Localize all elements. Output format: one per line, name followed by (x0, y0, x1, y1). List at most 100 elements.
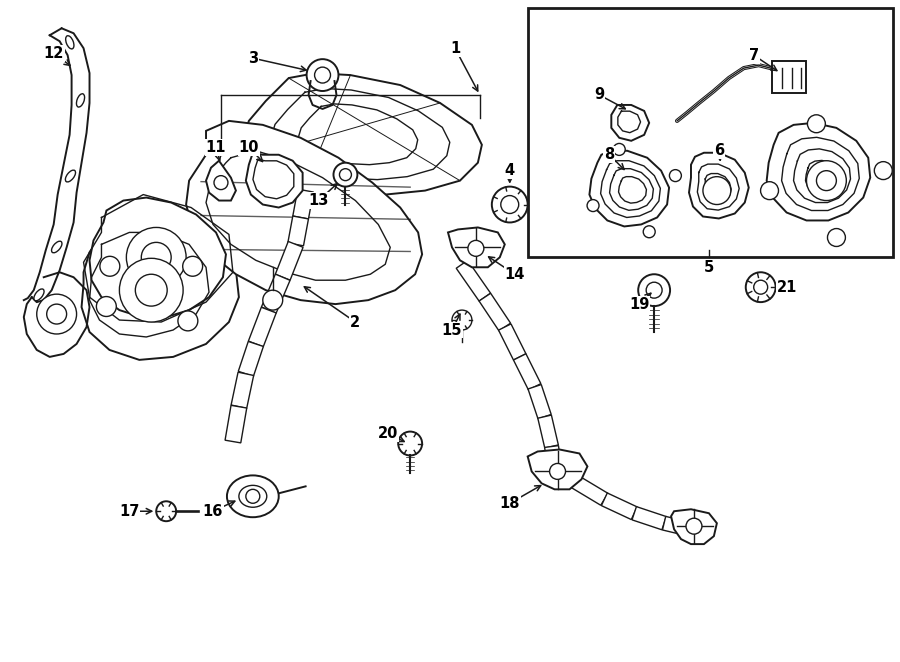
Polygon shape (601, 493, 637, 520)
Ellipse shape (66, 170, 76, 182)
Text: 2: 2 (350, 314, 361, 330)
Polygon shape (225, 405, 247, 443)
Text: 11: 11 (206, 140, 226, 156)
Text: 4: 4 (505, 163, 515, 178)
Circle shape (806, 161, 846, 201)
Ellipse shape (66, 36, 74, 49)
Circle shape (100, 256, 120, 276)
Ellipse shape (51, 241, 62, 253)
Text: 14: 14 (505, 267, 525, 282)
Circle shape (120, 258, 183, 322)
Circle shape (47, 304, 67, 324)
Circle shape (613, 144, 626, 156)
Text: 21: 21 (777, 279, 797, 295)
Text: 16: 16 (202, 504, 223, 519)
Polygon shape (238, 342, 264, 376)
Text: 12: 12 (43, 46, 64, 61)
Circle shape (126, 228, 186, 287)
Polygon shape (243, 73, 482, 195)
Circle shape (874, 162, 892, 179)
Polygon shape (479, 293, 510, 331)
Text: 20: 20 (378, 426, 399, 441)
Circle shape (491, 187, 527, 222)
Polygon shape (246, 153, 302, 207)
Polygon shape (288, 216, 309, 246)
Circle shape (760, 181, 778, 200)
Polygon shape (456, 260, 491, 301)
Polygon shape (261, 274, 290, 313)
Ellipse shape (76, 94, 85, 107)
Circle shape (334, 163, 357, 187)
Text: 13: 13 (309, 193, 328, 208)
Text: 17: 17 (119, 504, 140, 519)
Polygon shape (544, 446, 562, 470)
Text: 1: 1 (450, 40, 460, 56)
Polygon shape (499, 324, 526, 360)
Circle shape (178, 311, 198, 331)
Circle shape (157, 501, 176, 521)
Circle shape (468, 240, 484, 256)
Circle shape (550, 463, 565, 479)
Ellipse shape (34, 289, 44, 301)
Circle shape (703, 177, 731, 205)
Text: 18: 18 (500, 496, 520, 511)
Polygon shape (689, 153, 749, 218)
Circle shape (753, 280, 768, 294)
Text: 10: 10 (238, 140, 259, 156)
Polygon shape (590, 151, 669, 226)
Circle shape (816, 171, 836, 191)
Circle shape (686, 518, 702, 534)
Polygon shape (767, 123, 870, 220)
Polygon shape (186, 121, 422, 304)
Circle shape (246, 489, 260, 503)
Circle shape (827, 228, 845, 246)
Polygon shape (538, 415, 558, 448)
Circle shape (37, 294, 76, 334)
Circle shape (307, 59, 338, 91)
Polygon shape (206, 161, 236, 201)
Text: 9: 9 (594, 87, 605, 103)
Polygon shape (292, 189, 313, 219)
Circle shape (141, 242, 171, 272)
Circle shape (96, 297, 116, 316)
Circle shape (214, 175, 228, 189)
Circle shape (646, 282, 662, 298)
Circle shape (263, 290, 283, 310)
Text: 8: 8 (604, 147, 615, 162)
Ellipse shape (227, 475, 279, 517)
Polygon shape (571, 475, 608, 505)
Polygon shape (82, 214, 238, 360)
Circle shape (183, 256, 202, 276)
Circle shape (638, 274, 670, 306)
Polygon shape (662, 516, 690, 536)
Circle shape (746, 272, 776, 302)
Polygon shape (448, 228, 505, 267)
Circle shape (398, 432, 422, 455)
Polygon shape (528, 385, 551, 419)
Circle shape (670, 169, 681, 181)
FancyBboxPatch shape (771, 61, 806, 93)
Polygon shape (514, 354, 541, 390)
Polygon shape (248, 307, 276, 347)
Text: 3: 3 (248, 51, 258, 66)
Text: 15: 15 (442, 322, 463, 338)
Circle shape (339, 169, 351, 181)
Circle shape (135, 274, 167, 306)
Polygon shape (89, 197, 226, 317)
Circle shape (315, 67, 330, 83)
Text: 6: 6 (714, 143, 724, 158)
Circle shape (452, 310, 472, 330)
Text: 7: 7 (749, 48, 759, 63)
Circle shape (644, 226, 655, 238)
Polygon shape (275, 242, 303, 280)
Ellipse shape (238, 485, 266, 507)
Polygon shape (671, 509, 717, 544)
Polygon shape (527, 449, 588, 489)
Circle shape (807, 115, 825, 132)
Polygon shape (632, 506, 666, 530)
Bar (527, 9, 893, 258)
Polygon shape (611, 105, 649, 141)
Circle shape (587, 200, 599, 212)
Circle shape (500, 195, 518, 214)
Text: 5: 5 (704, 260, 714, 275)
